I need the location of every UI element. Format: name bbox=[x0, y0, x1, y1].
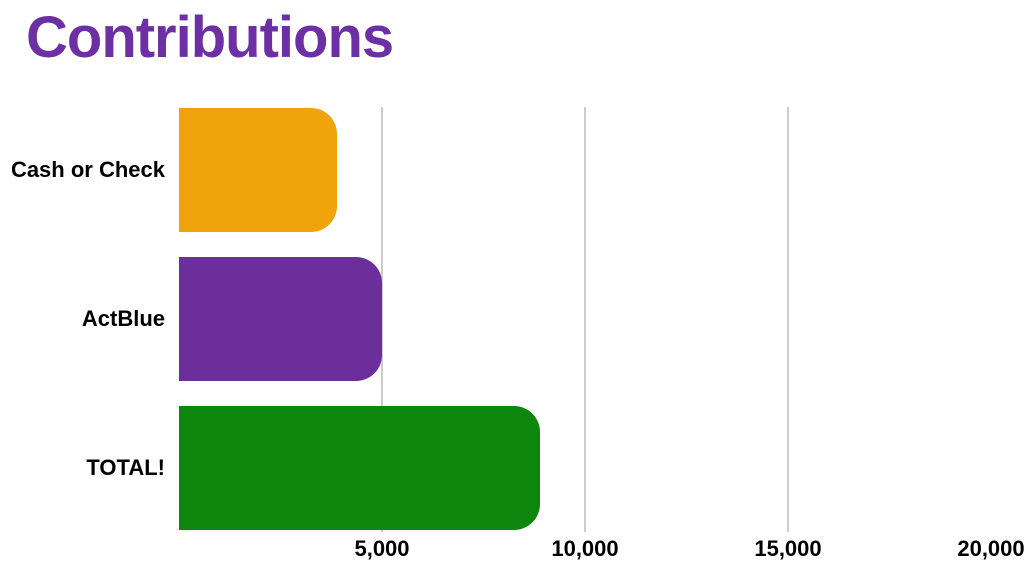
category-label: TOTAL! bbox=[86, 455, 165, 480]
x-tick-label: 5,000 bbox=[354, 536, 410, 561]
x-tick-label: 20,000 bbox=[957, 536, 1024, 561]
gridline bbox=[381, 107, 383, 532]
bar-total bbox=[179, 406, 541, 530]
gridline bbox=[787, 107, 789, 532]
x-tick-label: 15,000 bbox=[754, 536, 822, 561]
bar-actblue bbox=[179, 257, 382, 381]
bar-cash-or-check bbox=[179, 108, 338, 232]
gridline bbox=[584, 107, 586, 532]
page-title: Contributions bbox=[26, 5, 394, 70]
category-label: ActBlue bbox=[81, 306, 165, 331]
x-tick-label: 10,000 bbox=[551, 536, 619, 561]
category-label: Cash or Check bbox=[10, 157, 165, 182]
